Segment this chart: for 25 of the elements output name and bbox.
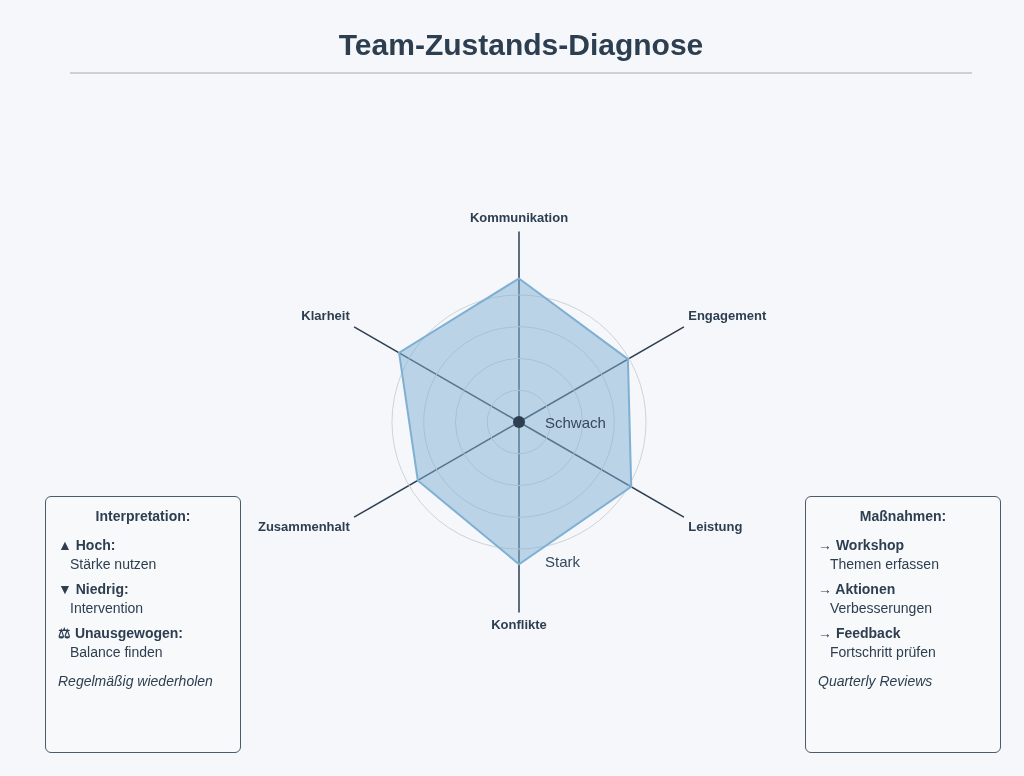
text: Balance finden xyxy=(69,643,164,662)
text: ▼ Niedrig: xyxy=(58,580,130,599)
chart-title: Team-Zustands-Diagnose xyxy=(70,28,972,74)
spoke-label: Leistung xyxy=(688,519,743,535)
text: Stark xyxy=(545,553,581,571)
text: Interpretation: xyxy=(94,507,192,526)
text: Verbesserungen xyxy=(829,599,933,618)
text: Themen erfassen xyxy=(829,555,940,574)
text: → Workshop xyxy=(818,536,906,555)
spoke-label: Kommunikation xyxy=(469,210,569,226)
text: Intervention xyxy=(69,599,145,618)
text: Maßnahmen: xyxy=(858,507,948,526)
text: Stärke nutzen xyxy=(69,555,158,574)
text: ⚖ Unausgewogen: xyxy=(58,624,184,643)
text: → Feedback xyxy=(818,624,902,643)
spoke-label: Konflikte xyxy=(491,616,547,632)
text: → Aktionen xyxy=(818,580,897,599)
spoke-label: Engagement xyxy=(688,308,767,324)
text: Schwach xyxy=(545,414,606,432)
text: Quarterly Reviews xyxy=(818,672,934,691)
spoke-label: Klarheit xyxy=(301,308,351,324)
spoke-label: Zusammenhalt xyxy=(257,519,351,535)
text: Regelmäßig wiederholen xyxy=(58,672,214,691)
text: Fortschritt prüfen xyxy=(829,643,937,662)
text: ▲ Hoch: xyxy=(58,536,117,555)
